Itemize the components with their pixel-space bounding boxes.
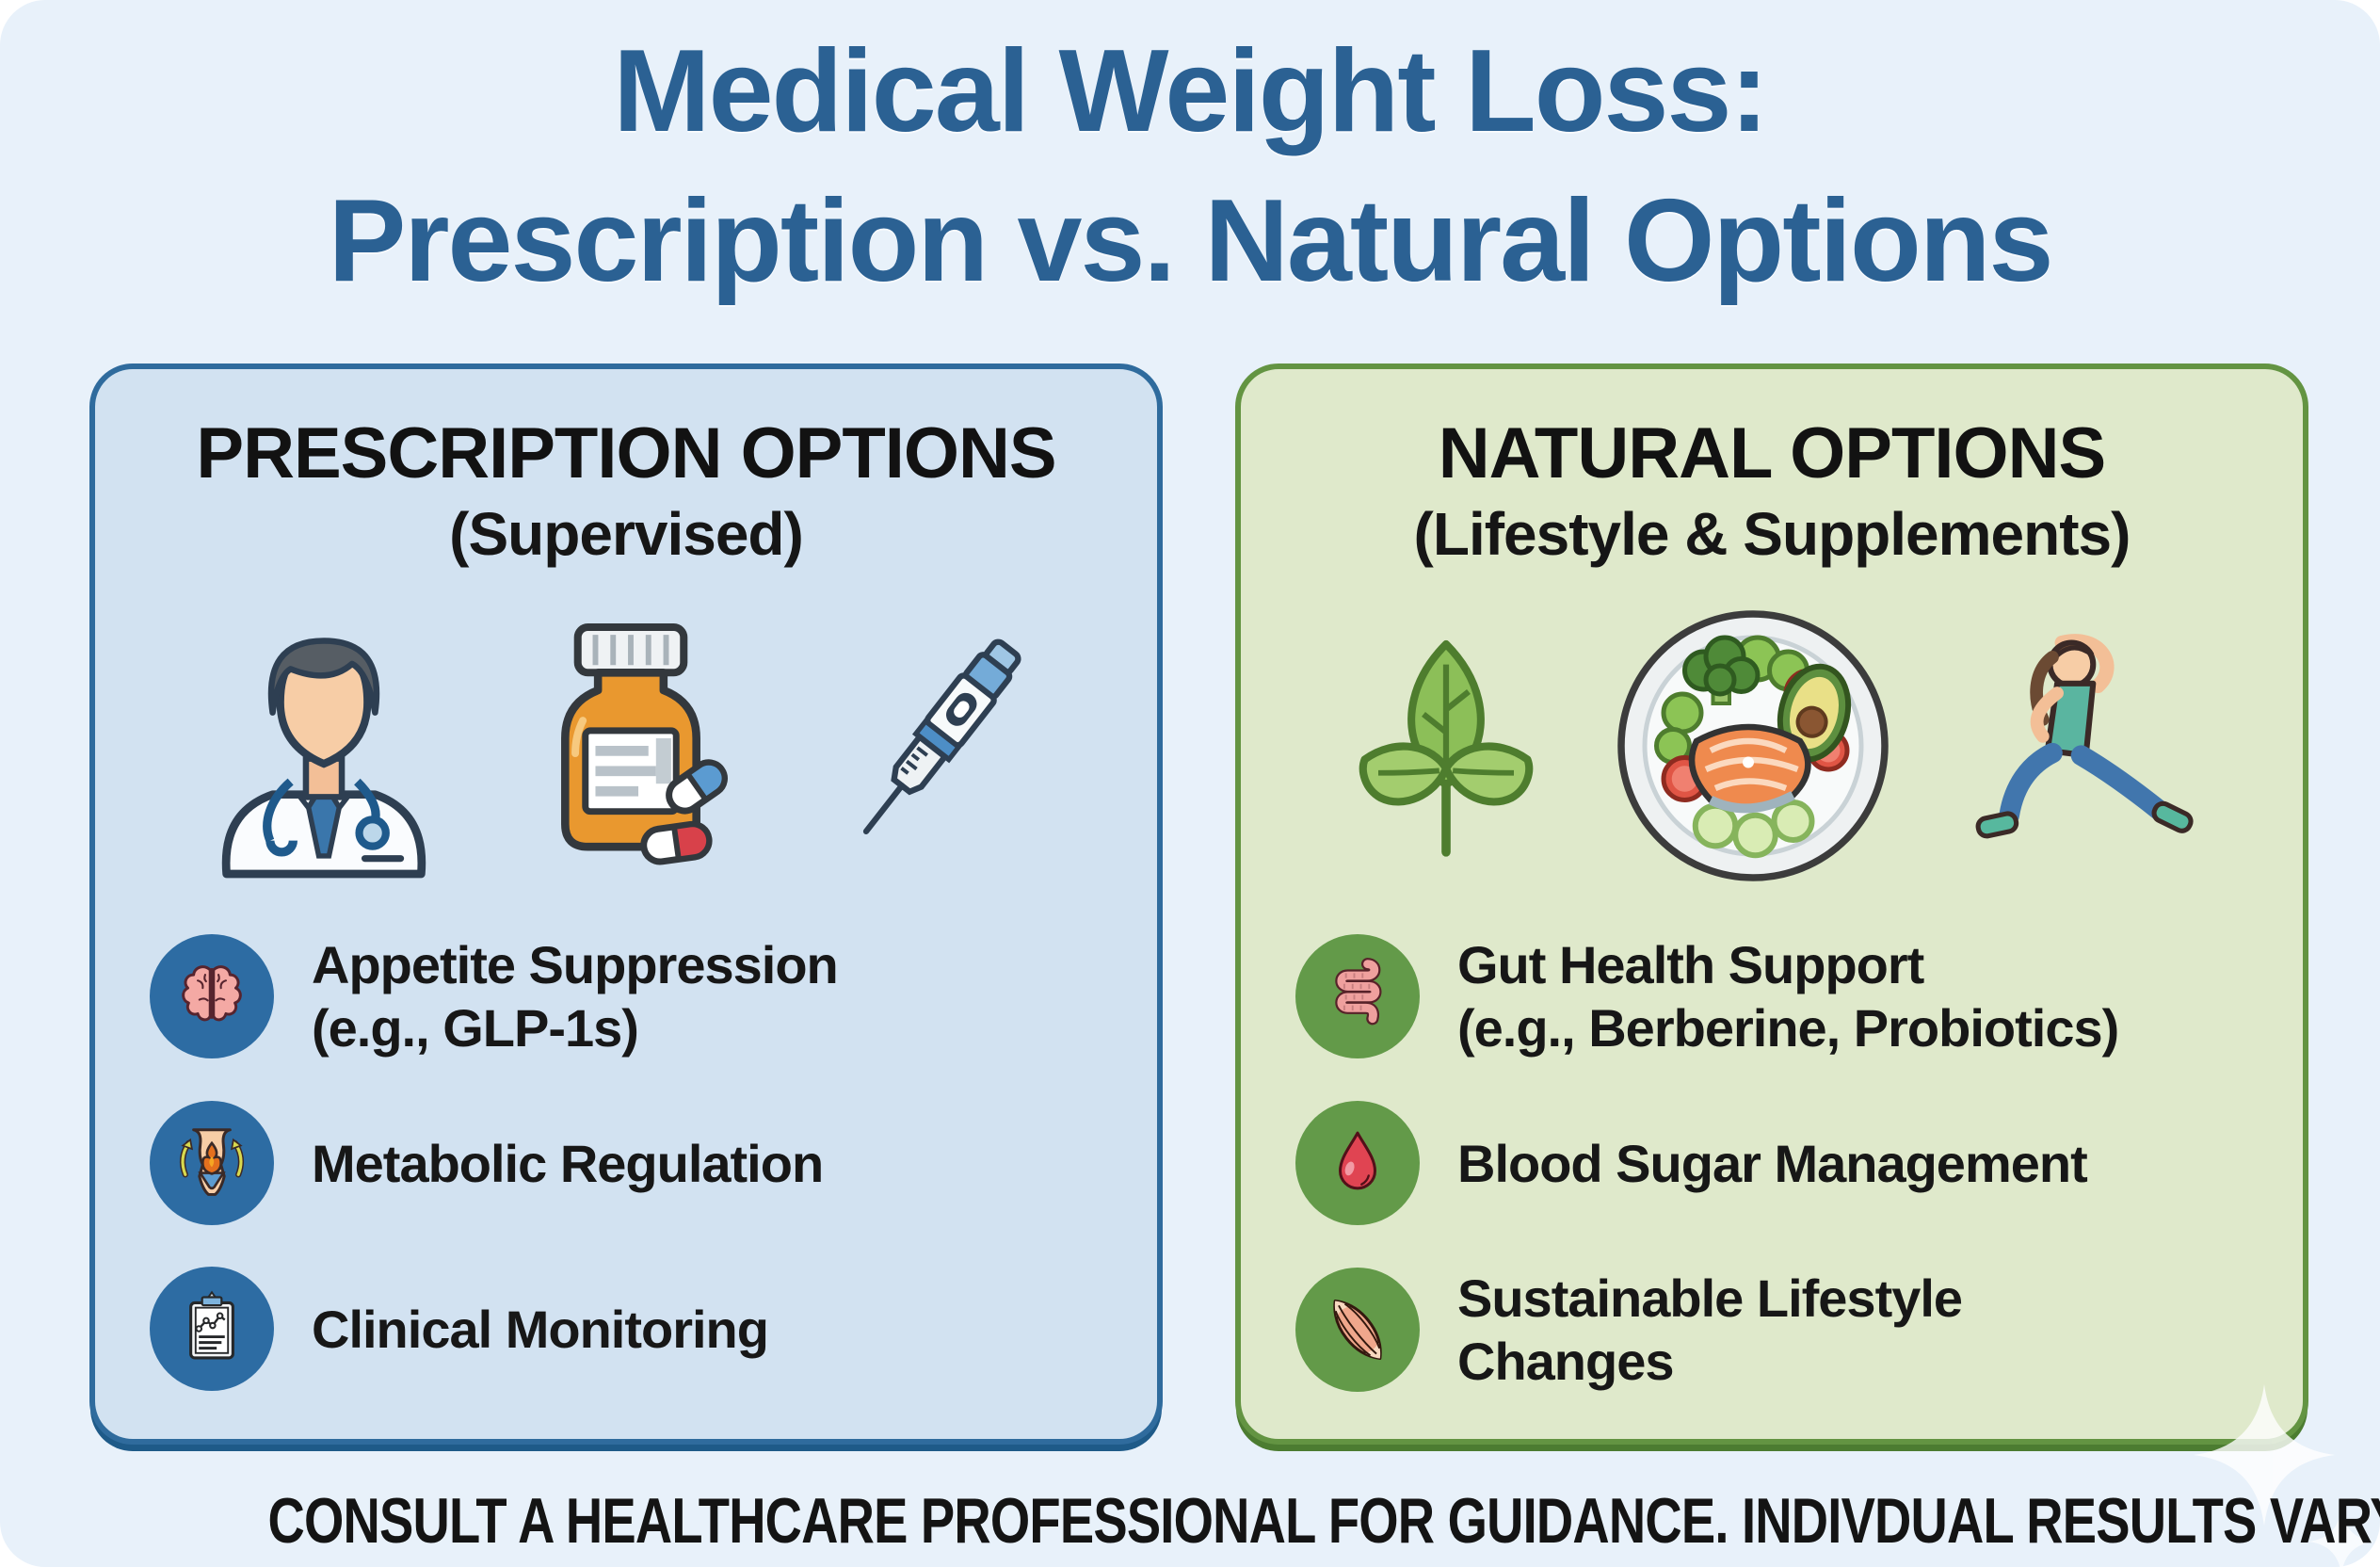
feature-line: Blood Sugar Management bbox=[1457, 1133, 2088, 1193]
sparkle-icon bbox=[2308, 1509, 2374, 1567]
brain-icon bbox=[150, 933, 274, 1058]
healthy-food-plate-icon bbox=[1617, 610, 1889, 881]
list-item: Metabolic Regulation bbox=[150, 1101, 1157, 1226]
natural-heading: NATURAL OPTIONS bbox=[1438, 413, 2106, 493]
feature-line: Metabolic Regulation bbox=[312, 1133, 824, 1193]
gut-icon bbox=[1295, 933, 1420, 1058]
page-title-line1: Medical Weight Loss: bbox=[613, 26, 1768, 156]
prescription-panel: PRESCRIPTION OPTIONS (Supervised) bbox=[89, 363, 1163, 1445]
metabolism-icon bbox=[150, 1101, 274, 1226]
feature-text: Clinical Monitoring bbox=[312, 1298, 769, 1361]
feature-line: Sustainable Lifestyle bbox=[1457, 1268, 1963, 1329]
list-item: Blood Sugar Management bbox=[1295, 1101, 2303, 1226]
doctor-icon bbox=[221, 637, 426, 879]
plant-leaf-icon bbox=[1359, 639, 1534, 857]
list-item: Clinical Monitoring bbox=[150, 1267, 1157, 1392]
feature-text: Sustainable Lifestyle Changes bbox=[1457, 1267, 1963, 1393]
natural-feature-list: Gut Health Support (e.g., Berberine, Pro… bbox=[1295, 933, 2303, 1394]
list-item: Gut Health Support (e.g., Berberine, Pro… bbox=[1295, 933, 2303, 1059]
feature-line: (e.g., GLP-1s) bbox=[312, 997, 639, 1058]
feature-text: Appetite Suppression (e.g., GLP-1s) bbox=[312, 933, 839, 1059]
feature-line: Clinical Monitoring bbox=[312, 1299, 769, 1359]
muscle-icon bbox=[1295, 1268, 1420, 1393]
feature-line: Gut Health Support bbox=[1457, 934, 1924, 994]
pill-bottle-icon bbox=[561, 622, 728, 865]
blood-drop-icon bbox=[1295, 1101, 1420, 1226]
list-item: Sustainable Lifestyle Changes bbox=[1295, 1267, 2303, 1393]
list-item: Appetite Suppression (e.g., GLP-1s) bbox=[150, 933, 1157, 1059]
clipboard-chart-icon bbox=[150, 1267, 274, 1392]
prescription-heading: PRESCRIPTION OPTIONS bbox=[196, 413, 1056, 493]
injection-pen-icon bbox=[862, 638, 1021, 834]
footer-disclaimer: CONSULT A HEALTHCARE PROFESSIONAL FOR GU… bbox=[0, 1484, 2380, 1558]
prescription-illustrations bbox=[95, 604, 1157, 888]
feature-text: Gut Health Support (e.g., Berberine, Pro… bbox=[1457, 933, 2119, 1059]
natural-panel: NATURAL OPTIONS (Lifestyle & Supplements… bbox=[1235, 363, 2308, 1445]
feature-line: (e.g., Berberine, Probiotics) bbox=[1457, 997, 2119, 1058]
page-title: Medical Weight Loss: Prescription vs. Na… bbox=[0, 17, 2380, 315]
feature-text: Metabolic Regulation bbox=[312, 1132, 824, 1195]
natural-subheading: (Lifestyle & Supplements) bbox=[1413, 499, 2131, 568]
prescription-subheading: (Supervised) bbox=[449, 499, 804, 568]
feature-line: Changes bbox=[1457, 1332, 1675, 1392]
sparkle-icon bbox=[2194, 1384, 2335, 1526]
natural-illustrations bbox=[1241, 604, 2303, 888]
exercise-stretch-icon bbox=[1975, 634, 2194, 839]
feature-line: Appetite Suppression bbox=[312, 934, 839, 994]
page-title-line2: Prescription vs. Natural Options bbox=[328, 175, 2054, 306]
prescription-feature-list: Appetite Suppression (e.g., GLP-1s) bbox=[150, 933, 1157, 1392]
feature-text: Blood Sugar Management bbox=[1457, 1132, 2088, 1195]
disclaimer-text: CONSULT A HEALTHCARE PROFESSIONAL FOR GU… bbox=[267, 1485, 2380, 1557]
